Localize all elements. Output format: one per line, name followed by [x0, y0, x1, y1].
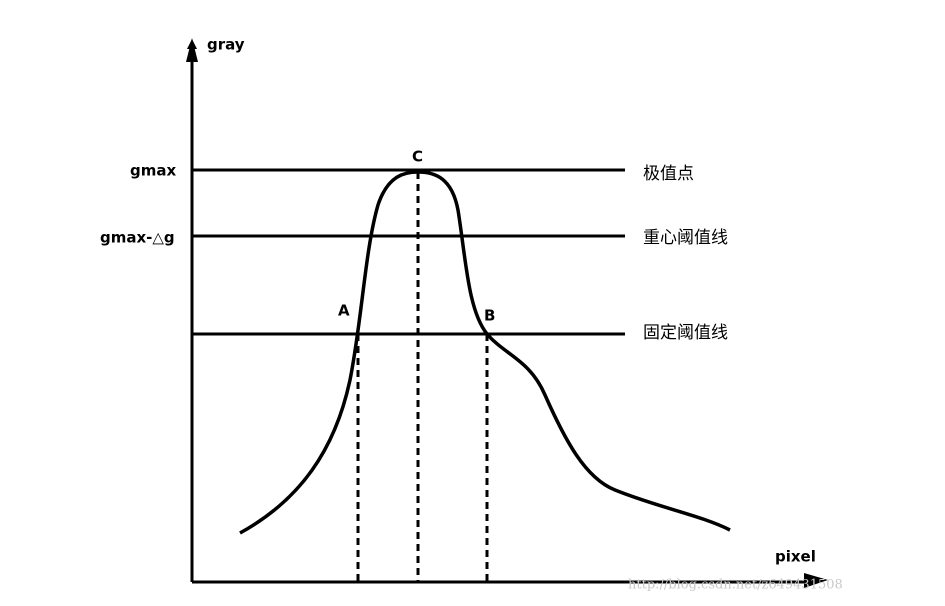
- level-name: 固定阈值线: [643, 323, 728, 343]
- point-label: B: [484, 307, 495, 325]
- gray-curve: [239, 170, 731, 535]
- x-arrow: [804, 573, 828, 588]
- y-axis-label: gray: [207, 36, 245, 54]
- x-axis-label: pixel: [775, 548, 816, 566]
- point-label: A: [338, 302, 350, 320]
- level-label: gmax-△g: [100, 229, 175, 247]
- watermark: http://blog.csdn.net/z649431508: [628, 578, 843, 593]
- level-label: gmax: [130, 162, 176, 180]
- level-name: 极值点: [643, 164, 694, 184]
- y-arrow: [186, 38, 198, 62]
- point-label: C: [412, 148, 423, 166]
- level-name: 重心阈值线: [643, 228, 728, 248]
